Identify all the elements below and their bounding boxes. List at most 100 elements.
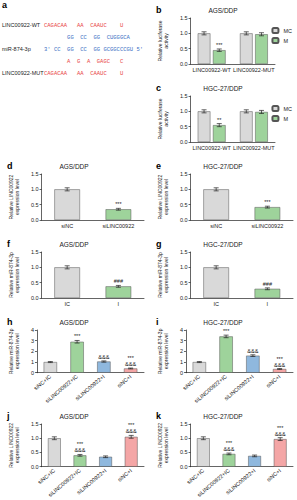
svg-text:LINC00922-MUT: LINC00922-MUT: [233, 145, 275, 151]
svg-text:k: k: [156, 411, 162, 421]
svg-text:&&&: &&&: [74, 447, 85, 453]
svg-text:AGS/DDP: AGS/DDP: [59, 241, 88, 248]
svg-text:siLINC00922+I: siLINC00922+I: [76, 467, 108, 495]
svg-text:0.5: 0.5: [180, 124, 188, 130]
svg-text:expression level: expression level: [14, 333, 20, 369]
svg-text:AGS/DDP: AGS/DDP: [59, 413, 88, 420]
svg-text:siNC+IC: siNC+IC: [182, 373, 202, 391]
svg-text:0.5: 0.5: [180, 280, 188, 286]
svg-text:e: e: [156, 161, 161, 171]
svg-text:I: I: [267, 301, 269, 307]
svg-text:siNC+I: siNC+I: [266, 467, 283, 483]
svg-text:1.0: 1.0: [180, 435, 188, 441]
svg-text:IC: IC: [64, 301, 70, 307]
svg-text:***: ***: [216, 42, 223, 48]
svg-text:IC: IC: [213, 301, 219, 307]
svg-text:c: c: [156, 83, 161, 93]
svg-text:expression level: expression level: [14, 427, 20, 463]
svg-text:M: M: [283, 38, 288, 44]
svg-text:1.0: 1.0: [180, 264, 188, 270]
svg-text:AGS/DDP: AGS/DDP: [59, 319, 88, 326]
svg-text:HGC-27/DDP: HGC-27/DDP: [203, 85, 242, 92]
svg-text:**: **: [217, 117, 222, 123]
svg-text:siLINC00922+I: siLINC00922+I: [74, 373, 106, 401]
svg-text:0: 0: [31, 370, 34, 376]
svg-text:j: j: [6, 411, 10, 421]
svg-text:1.5: 1.5: [180, 15, 188, 21]
svg-text:siNC+IC: siNC+IC: [186, 467, 206, 485]
svg-text:siNC+I: siNC+I: [265, 373, 282, 389]
svg-text:1.5: 1.5: [31, 171, 39, 177]
svg-text:0.0: 0.0: [180, 217, 188, 223]
svg-text:1.0: 1.0: [180, 108, 188, 114]
svg-text:MC: MC: [283, 28, 292, 34]
svg-text:siNC+I: siNC+I: [116, 373, 133, 389]
svg-text:f: f: [7, 239, 11, 249]
svg-text:M: M: [283, 116, 288, 122]
svg-text:4: 4: [31, 327, 34, 333]
svg-text:LINC00922-WT: LINC00922-WT: [193, 145, 232, 151]
svg-text:I: I: [118, 301, 120, 307]
svg-text:b: b: [156, 5, 162, 15]
svg-text:1.5: 1.5: [180, 93, 188, 99]
svg-text:0.5: 0.5: [31, 449, 39, 455]
svg-text:3: 3: [31, 338, 34, 344]
svg-text:***: ***: [74, 333, 81, 339]
svg-text:3: 3: [180, 338, 183, 344]
svg-text:expression level: expression level: [14, 179, 20, 215]
svg-text:1.0: 1.0: [180, 186, 188, 192]
svg-text:1: 1: [180, 359, 183, 365]
svg-text:&&&: &&&: [274, 362, 285, 368]
svg-text:siNC+IC: siNC+IC: [33, 373, 53, 391]
svg-text:&&&: &&&: [125, 361, 136, 367]
svg-text:0.5: 0.5: [180, 449, 188, 455]
svg-text:HGC-27/DDP: HGC-27/DDP: [203, 319, 242, 326]
svg-text:&&&: &&&: [247, 348, 258, 354]
svg-text:&&&: &&&: [275, 431, 286, 437]
svg-text:siNC+IC: siNC+IC: [37, 467, 57, 485]
svg-text:1.0: 1.0: [180, 30, 188, 36]
svg-text:&&&: &&&: [126, 428, 137, 434]
svg-text:1.5: 1.5: [180, 421, 188, 427]
svg-text:activity: activity: [163, 111, 169, 127]
svg-text:4: 4: [180, 327, 183, 333]
svg-text:0.5: 0.5: [31, 202, 39, 208]
svg-text:HGC-27/DDP: HGC-27/DDP: [203, 413, 242, 420]
svg-text:AGS/DDP: AGS/DDP: [59, 163, 88, 170]
svg-text:MC: MC: [283, 106, 292, 112]
svg-text:AGS/DDP: AGS/DDP: [208, 7, 237, 14]
svg-text:i: i: [156, 317, 159, 327]
svg-text:1.5: 1.5: [31, 421, 39, 427]
svg-text:LINC00922-MUT: LINC00922-MUT: [233, 67, 275, 73]
svg-text:expression level: expression level: [163, 333, 169, 369]
svg-text:###: ###: [114, 278, 124, 284]
svg-text:siLINC00922+IC: siLINC00922+IC: [44, 373, 79, 404]
svg-text:***: ***: [264, 199, 271, 205]
svg-text:0.0: 0.0: [31, 295, 39, 301]
svg-text:1: 1: [31, 359, 34, 365]
svg-text:activity: activity: [163, 33, 169, 49]
svg-text:2: 2: [31, 348, 34, 354]
svg-text:***: ***: [115, 201, 122, 207]
svg-text:&&&: &&&: [98, 354, 109, 360]
svg-text:siLINC00922+IC: siLINC00922+IC: [193, 373, 228, 404]
svg-text:0.0: 0.0: [180, 295, 188, 301]
svg-text:LINC00922-WT: LINC00922-WT: [193, 67, 232, 73]
svg-text:0.5: 0.5: [180, 202, 188, 208]
svg-text:h: h: [7, 317, 13, 327]
svg-text:1.0: 1.0: [31, 435, 39, 441]
svg-text:1.0: 1.0: [31, 264, 39, 270]
svg-text:0.0: 0.0: [180, 139, 188, 145]
svg-text:d: d: [7, 161, 13, 171]
svg-text:1.5: 1.5: [180, 171, 188, 177]
svg-text:siNC: siNC: [210, 223, 222, 229]
svg-text:siNC+I: siNC+I: [117, 467, 134, 483]
svg-text:0.5: 0.5: [31, 280, 39, 286]
svg-text:expression level: expression level: [163, 179, 169, 215]
svg-text:expression level: expression level: [14, 257, 20, 293]
svg-text:###: ###: [263, 281, 273, 287]
svg-text:siLINC00922+I: siLINC00922+I: [223, 373, 255, 401]
svg-text:0.0: 0.0: [31, 217, 39, 223]
svg-text:0.0: 0.0: [31, 464, 39, 470]
svg-text:&&&: &&&: [223, 446, 234, 452]
